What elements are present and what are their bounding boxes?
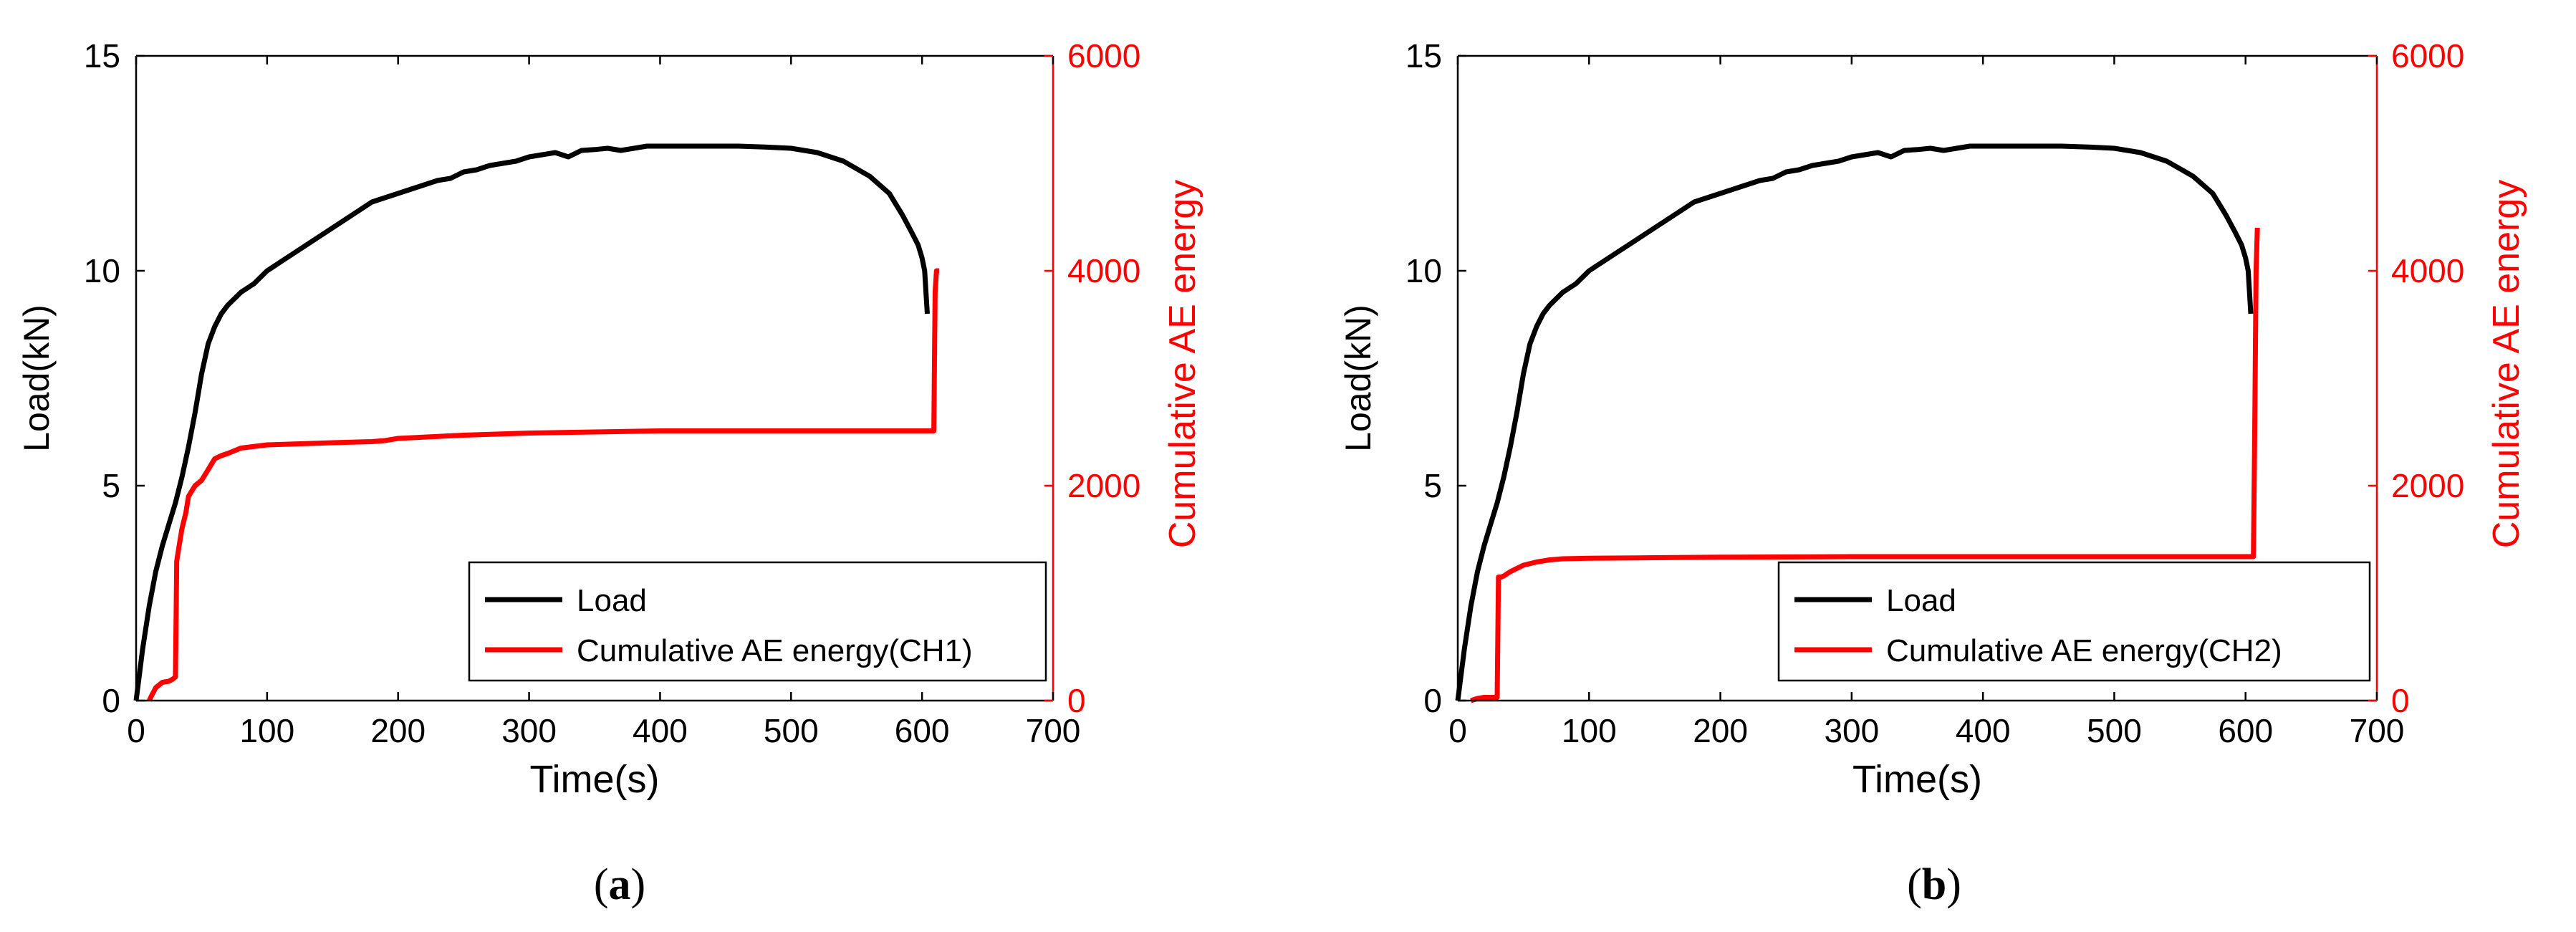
ae-energy-series-line <box>1470 227 2260 703</box>
x-axis-title: Time(s) <box>1852 758 1982 801</box>
subfigure-label: (a) <box>594 860 645 909</box>
y-left-axis-title: Load(kN) <box>1338 304 1378 452</box>
y-right-tick-label: 6000 <box>2391 37 2464 75</box>
y-right-tick-label: 2000 <box>1067 467 1140 504</box>
legend-entry-label: Cumulative AE energy(CH2) <box>1886 633 2282 668</box>
subfigure-label: (b) <box>1907 860 1961 909</box>
x-tick-label: 100 <box>1562 712 1617 749</box>
load-series-line <box>1455 143 2254 701</box>
legend-box <box>468 561 1047 682</box>
x-tick-label: 0 <box>1448 712 1467 749</box>
legend-entry-label: Cumulative AE energy(CH1) <box>577 633 973 668</box>
x-tick-label: 600 <box>895 712 950 749</box>
x-tick-label: 200 <box>370 712 426 749</box>
y-left-tick-label: 15 <box>1405 37 1442 75</box>
x-tick-label: 100 <box>239 712 294 749</box>
x-tick-label: 700 <box>1026 712 1081 749</box>
y-right-tick-label: 2000 <box>2391 467 2464 504</box>
load-series-line <box>133 143 930 701</box>
subfigure-label-letter: b <box>1922 860 1946 909</box>
chart-panel-b: 0 100 200 300 400 500 600 700051015020004000600… <box>1338 37 2527 909</box>
legend-entry-label: Load <box>1886 583 1956 618</box>
y-left-tick-label: 10 <box>84 252 120 289</box>
y-left-tick-label: 10 <box>1405 252 1442 289</box>
chart-panel-a: 0 100 200 300 400 500 600 700051015020004000600… <box>16 37 1203 909</box>
y-right-tick-label: 4000 <box>2391 252 2464 289</box>
x-tick-label: 300 <box>501 712 557 749</box>
x-tick-label: 200 <box>1693 712 1748 749</box>
x-tick-label: 500 <box>2087 712 2142 749</box>
y-right-axis-title: Cumulative AE energy <box>1162 180 1203 549</box>
x-axis-title: Time(s) <box>530 758 660 801</box>
x-tick-label: 500 <box>764 712 819 749</box>
y-right-axis-title: Cumulative AE energy <box>2486 180 2527 549</box>
subfigure-label-close-paren: ) <box>631 860 646 909</box>
y-right-tick-label: 6000 <box>1067 37 1140 75</box>
legend: Load Cumulative AE energy(CH1) <box>468 561 1047 682</box>
x-tick-label: 400 <box>633 712 688 749</box>
y-right-tick-label: 4000 <box>1067 252 1140 289</box>
y-left-tick-label: 0 <box>1423 682 1442 719</box>
y-left-tick-label: 0 <box>102 682 120 719</box>
ae-energy-series-line <box>147 268 939 702</box>
x-tick-label: 300 <box>1824 712 1879 749</box>
legend-box <box>1777 561 2371 682</box>
subfigure-label-letter: a <box>609 860 631 909</box>
legend: Load Cumulative AE energy(CH2) <box>1777 561 2371 682</box>
subfigure-label-open-paren: ( <box>1907 860 1922 909</box>
subfigure-label-close-paren: ) <box>1946 860 1961 909</box>
y-left-axis-title: Load(kN) <box>16 304 57 452</box>
legend-entry-label: Load <box>577 583 647 618</box>
y-left-tick-label: 15 <box>84 37 120 75</box>
x-tick-label: 700 <box>2350 712 2405 749</box>
y-left-tick-label: 5 <box>102 467 120 504</box>
y-right-tick-label: 0 <box>2391 682 2410 719</box>
x-tick-label: 0 <box>127 712 145 749</box>
y-right-tick-label: 0 <box>1067 682 1086 719</box>
x-tick-label: 400 <box>1956 712 2011 749</box>
subfigure-label-open-paren: ( <box>594 860 609 909</box>
y-left-tick-label: 5 <box>1423 467 1442 504</box>
x-tick-label: 600 <box>2218 712 2273 749</box>
